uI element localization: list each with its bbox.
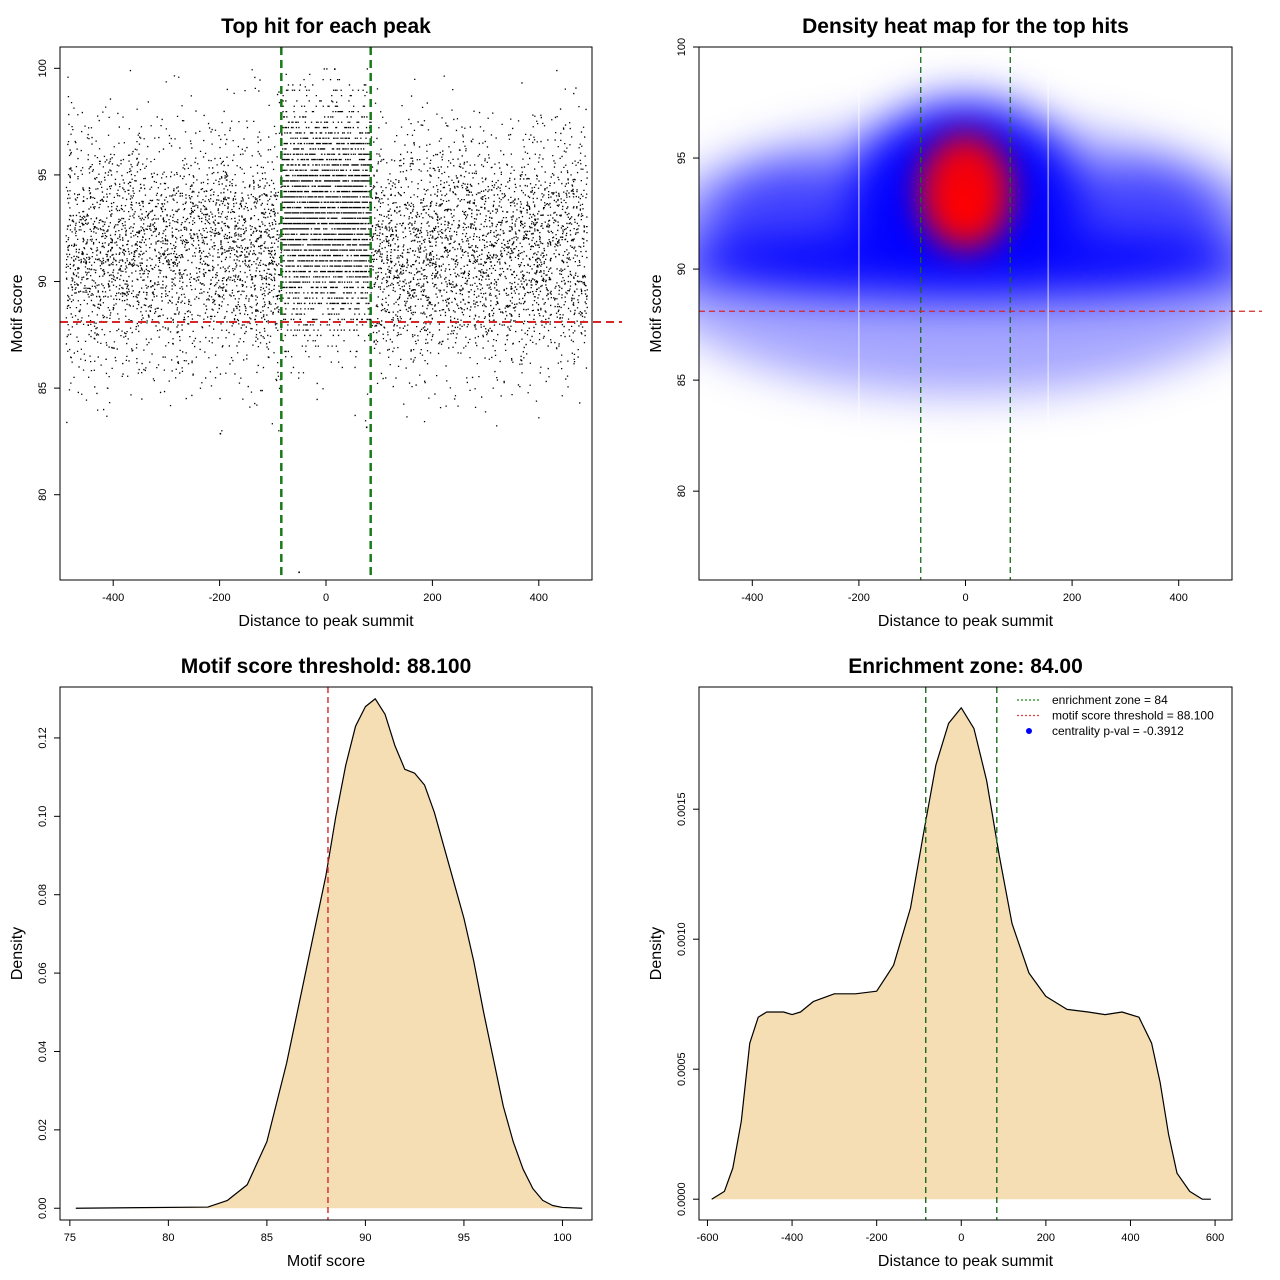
y-tick-label: 100 [676, 38, 688, 56]
x-tick-label: 0 [962, 592, 968, 604]
density-fill [75, 698, 583, 1209]
chart-title: Top hit for each peak [221, 15, 431, 38]
chart-title: Motif score threshold: 88.100 [181, 655, 472, 678]
density-curve [75, 698, 583, 1209]
x-tick-label: -400 [102, 592, 124, 604]
y-tick-label: 95 [676, 152, 688, 164]
x-tick-label: 95 [458, 1232, 470, 1244]
legend-entry-label: enrichment zone = 84 [1052, 693, 1168, 707]
x-tick-label: 400 [530, 592, 548, 604]
x-tick-label: 400 [1170, 592, 1188, 604]
x-tick-label: 200 [1063, 592, 1081, 604]
x-tick-label: -600 [696, 1232, 718, 1244]
x-tick-label: 200 [423, 592, 441, 604]
x-tick-label: -200 [209, 592, 231, 604]
x-tick-label: 80 [162, 1232, 174, 1244]
plot-border [698, 686, 1233, 1221]
x-tick-label: 85 [261, 1232, 273, 1244]
legend-point-swatch [1026, 728, 1032, 734]
y-tick-label: 0.12 [37, 727, 49, 748]
y-tick-label: 80 [37, 489, 49, 501]
y-tick-label: 0.0015 [676, 792, 688, 826]
x-tick-label: -400 [781, 1232, 803, 1244]
x-axis-label: Distance to peak summit [238, 613, 414, 630]
panel-scatter: Top hit for each peak Distance to peak su… [9, 15, 622, 630]
y-axis-label: Motif score [648, 274, 665, 352]
y-tick-label: 0.0005 [676, 1052, 688, 1086]
y-tick-label: 0.08 [37, 884, 49, 905]
chart-title: Density heat map for the top hits [802, 15, 1129, 38]
y-axis-label: Density [9, 927, 26, 980]
heatmap-density [699, 47, 1232, 580]
legend-entry-label: motif score threshold = 88.100 [1052, 709, 1214, 723]
density-curve [711, 707, 1211, 1200]
x-tick-label: 0 [323, 592, 329, 604]
panel-score-density: Motif score threshold: 88.100 Motif score… [9, 655, 593, 1270]
x-tick-label: 400 [1121, 1232, 1139, 1244]
y-tick-label: 0.10 [37, 806, 49, 827]
y-tick-label: 0.0000 [676, 1182, 688, 1216]
x-tick-label: -400 [741, 592, 763, 604]
scatter-point [333, 68, 336, 70]
x-axis-label: Motif score [287, 1253, 365, 1270]
y-tick-label: 100 [37, 59, 49, 77]
y-tick-label: 80 [676, 485, 688, 497]
x-tick-label: 600 [1206, 1232, 1224, 1244]
y-tick-label: 0.0010 [676, 922, 688, 956]
y-tick-label: 90 [676, 263, 688, 275]
x-tick-label: -200 [866, 1232, 888, 1244]
y-tick-label: 95 [37, 169, 49, 181]
y-axis-label: Motif score [9, 274, 26, 352]
y-tick-label: 0.06 [37, 962, 49, 983]
x-tick-label: 200 [1037, 1232, 1055, 1244]
density-fill [711, 707, 1211, 1200]
y-tick-label: 85 [37, 382, 49, 394]
x-tick-label: 75 [64, 1232, 76, 1244]
y-axis-label: Density [648, 927, 665, 980]
plot-border [59, 46, 593, 581]
panel-distance-density: Enrichment zone: 84.00 Distance to peak s… [648, 655, 1233, 1270]
chart-legend: enrichment zone = 84 motif score threshol… [1017, 693, 1214, 738]
x-tick-label: 90 [359, 1232, 371, 1244]
legend-entry-label: centrality p-val = -0.3912 [1052, 724, 1184, 738]
y-tick-label: 90 [37, 275, 49, 287]
plot-border [59, 686, 593, 1221]
y-tick-label: 0.04 [37, 1041, 49, 1062]
chart-title: Enrichment zone: 84.00 [848, 655, 1083, 678]
x-tick-label: 0 [958, 1232, 964, 1244]
panel-heatmap: Density heat map for the top hits Distanc… [648, 15, 1262, 630]
x-axis-label: Distance to peak summit [878, 613, 1054, 630]
scatter-points [65, 68, 588, 574]
x-tick-label: -200 [848, 592, 870, 604]
scatter-point [219, 432, 222, 435]
y-tick-label: 0.00 [37, 1198, 49, 1219]
x-axis-label: Distance to peak summit [878, 1253, 1054, 1270]
y-tick-label: 85 [676, 374, 688, 386]
x-tick-label: 100 [553, 1232, 571, 1244]
scatter-point [298, 571, 300, 574]
y-tick-label: 0.02 [37, 1119, 49, 1140]
scatter-point [365, 426, 368, 429]
scatter-point [65, 68, 588, 432]
plot-border [698, 46, 1233, 581]
